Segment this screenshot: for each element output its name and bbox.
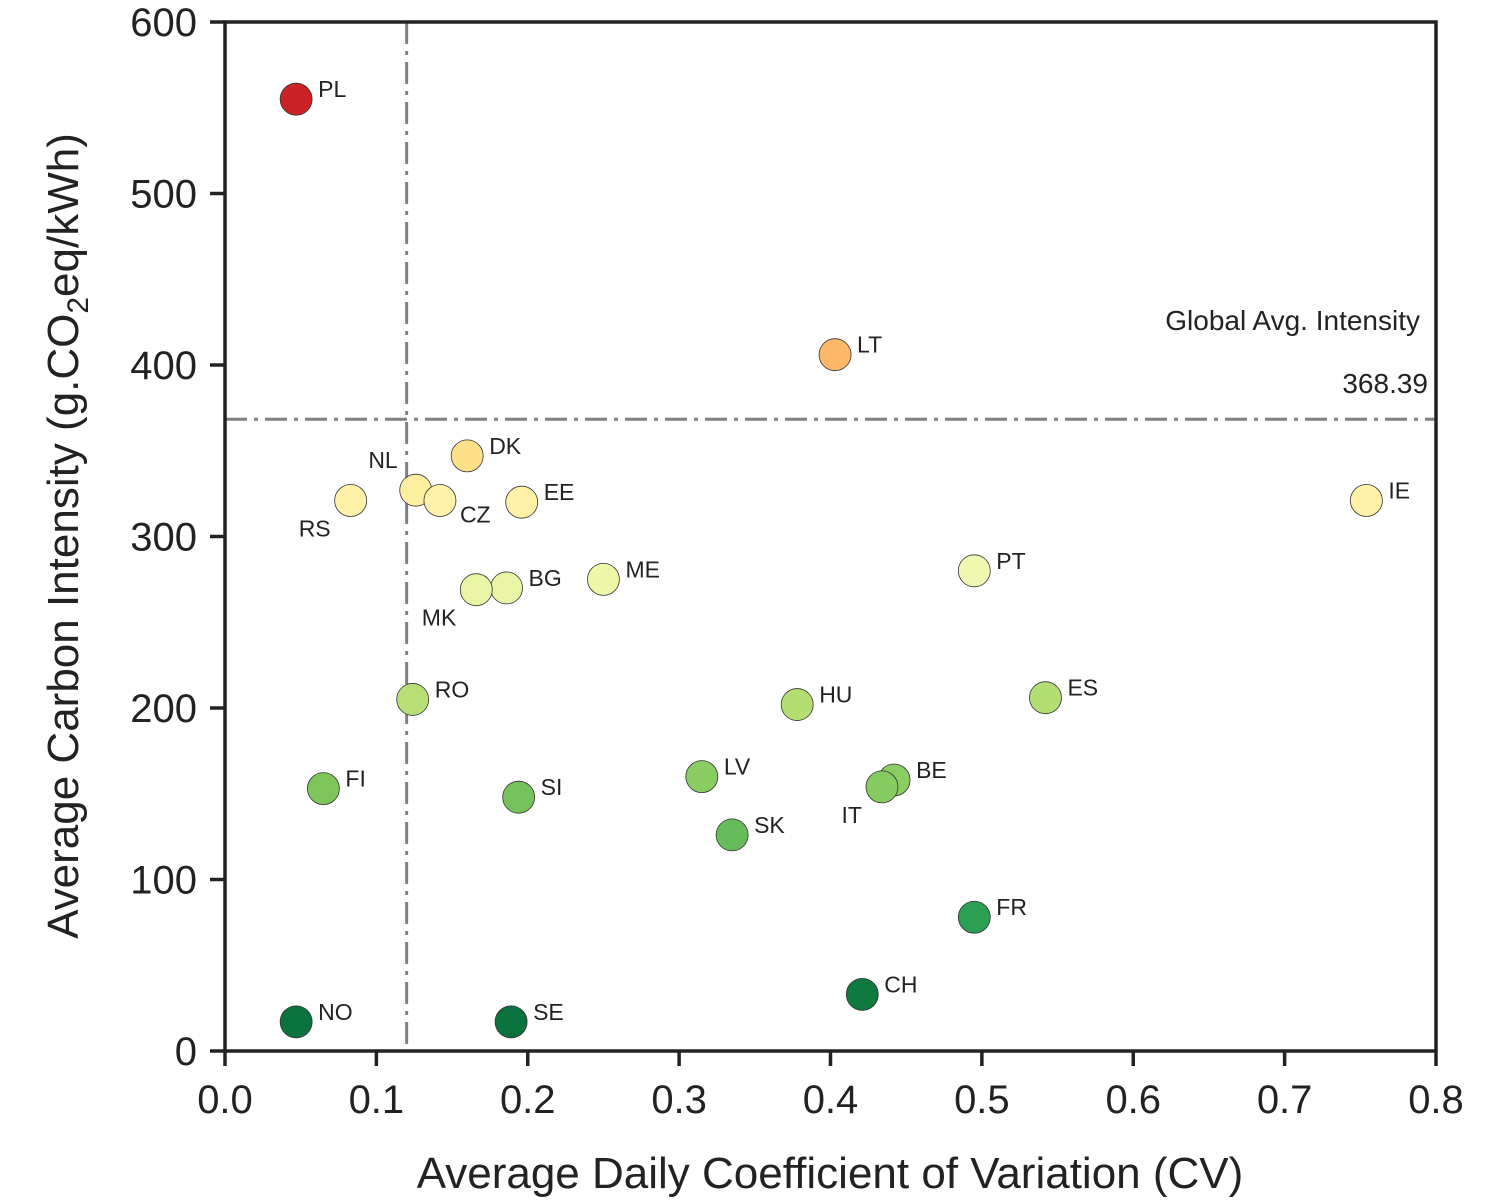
point-label-nl: NL xyxy=(368,447,398,473)
x-tick-label: 0.2 xyxy=(500,1078,556,1122)
reference-annotations: Global Avg. Intensity 368.39 xyxy=(1165,305,1428,399)
x-tick-label: 0.7 xyxy=(1257,1078,1313,1122)
y-tick-label: 500 xyxy=(130,173,197,217)
global-avg-label: Global Avg. Intensity xyxy=(1165,305,1420,336)
point-label-bg: BG xyxy=(529,565,562,591)
point-labels: PL LT DK NL CZ RS EE IE PT ME BG MK RO ES HU LV BE IT FI SI… xyxy=(299,76,1410,1025)
y-tick-label: 100 xyxy=(130,859,197,903)
point-label-ch: CH xyxy=(884,971,917,997)
axes xyxy=(223,20,1438,1053)
point-label-me: ME xyxy=(625,556,660,582)
point-label-lt: LT xyxy=(857,332,882,358)
point-cz xyxy=(423,484,457,517)
point-sk xyxy=(715,818,749,852)
point-label-rs: RS xyxy=(299,515,331,541)
point-label-sk: SK xyxy=(754,812,785,838)
point-label-be: BE xyxy=(916,757,947,783)
point-label-fr: FR xyxy=(996,894,1027,920)
x-tick-label: 0.4 xyxy=(803,1078,859,1122)
point-lv xyxy=(685,760,719,793)
point-fi xyxy=(306,772,340,806)
point-fr xyxy=(957,900,991,934)
point-label-dk: DK xyxy=(489,433,522,459)
point-ro xyxy=(396,683,430,716)
point-label-ie: IE xyxy=(1388,477,1410,503)
x-tick-label: 0.0 xyxy=(197,1078,253,1122)
point-label-no: NO xyxy=(318,999,353,1025)
point-pt xyxy=(957,554,991,588)
y-tick-label: 600 xyxy=(130,1,197,45)
point-bg xyxy=(490,571,523,605)
point-label-se: SE xyxy=(533,999,564,1025)
point-se xyxy=(494,1005,528,1039)
y-axis-title-part-1: Average Carbon Intensity (g.CO xyxy=(39,314,88,939)
point-ie xyxy=(1349,484,1383,517)
point-pl xyxy=(279,82,313,116)
point-label-pl: PL xyxy=(318,76,346,102)
point-label-it: IT xyxy=(842,802,862,828)
point-label-fi: FI xyxy=(345,766,365,792)
point-mk xyxy=(459,573,493,607)
x-tick-label: 0.6 xyxy=(1105,1078,1161,1122)
reference-lines xyxy=(225,22,1436,1051)
y-axis-title: Average Carbon Intensity (g.CO2eq/kWh) xyxy=(39,133,95,939)
point-si xyxy=(502,780,536,814)
y-tick-label: 300 xyxy=(130,516,197,560)
y-tick-label: 400 xyxy=(130,344,197,388)
point-label-si: SI xyxy=(541,774,563,800)
point-label-ee: EE xyxy=(544,479,575,505)
point-rs xyxy=(334,484,368,517)
point-me xyxy=(587,562,620,596)
point-label-mk: MK xyxy=(422,605,457,631)
point-label-cz: CZ xyxy=(460,501,491,527)
point-label-hu: HU xyxy=(819,682,852,708)
x-tick-label: 0.1 xyxy=(349,1078,405,1122)
data-points xyxy=(279,82,1383,1039)
axis-ticks: 0.0 0.1 0.2 0.3 0.4 0.5 0.6 0.7 0.8 0 100 200 300 400… xyxy=(130,1,1464,1122)
plot-frame xyxy=(223,20,1438,1053)
point-label-es: ES xyxy=(1067,675,1098,701)
point-hu xyxy=(780,688,814,721)
x-tick-label: 0.3 xyxy=(651,1078,707,1122)
x-axis-title: Average Daily Coefficient of Variation (… xyxy=(417,1149,1244,1198)
global-avg-value: 368.39 xyxy=(1342,368,1428,399)
point-lt xyxy=(818,338,852,372)
point-it xyxy=(865,770,899,804)
point-no xyxy=(279,1005,313,1039)
x-tick-label: 0.5 xyxy=(954,1078,1010,1122)
y-tick-label: 200 xyxy=(130,687,197,731)
point-label-ro: RO xyxy=(435,676,470,702)
y-tick-label: 0 xyxy=(175,1030,197,1074)
x-tick-label: 0.8 xyxy=(1408,1078,1464,1122)
point-es xyxy=(1029,681,1062,715)
y-axis-title-part-2: eq/kWh) xyxy=(39,133,88,297)
point-dk xyxy=(450,439,484,473)
y-axis-title-subscript: 2 xyxy=(62,297,95,314)
point-label-pt: PT xyxy=(996,548,1025,574)
point-label-lv: LV xyxy=(724,754,751,780)
point-ch xyxy=(845,978,879,1011)
point-ee xyxy=(505,485,539,519)
